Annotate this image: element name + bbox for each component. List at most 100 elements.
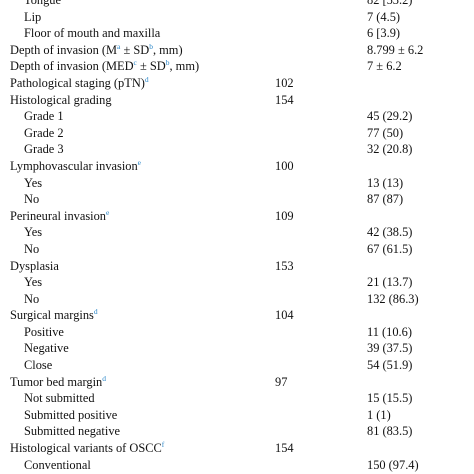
table-row: Close 54 (51.9): [0, 357, 474, 374]
row-label: Depth of invasion (MEDc ± SDb, mm): [10, 58, 199, 75]
label-text: Depth of invasion (MED: [10, 59, 134, 74]
label-text: , mm): [152, 42, 183, 57]
row-label: Yes: [24, 224, 42, 241]
footnote-marker: e: [106, 207, 110, 217]
table-row: Grade 3 32 (20.8): [0, 141, 474, 158]
row-value: 132 (86.3): [367, 291, 419, 306]
row-label: Depth of invasion (Ma ± SDb, mm): [10, 42, 183, 59]
table-row: Dysplasia 153: [0, 258, 474, 275]
label-text: Negative: [24, 341, 69, 356]
label-text: Tumor bed margin: [10, 374, 103, 389]
row-value: 150 (97.4): [367, 457, 419, 472]
label-text: Submitted negative: [24, 424, 121, 439]
row-n: 153: [275, 258, 294, 273]
row-label: Conventional: [24, 457, 91, 474]
label-text: Positive: [24, 324, 64, 339]
table-row: No 87 (87): [0, 191, 474, 208]
row-n: 109: [275, 208, 294, 223]
label-text: No: [24, 241, 40, 256]
row-value: 67 (61.5): [367, 241, 413, 256]
row-label: Tumor bed margind: [10, 374, 106, 391]
row-value: 81 (83.5): [367, 424, 413, 439]
footnote-marker: b: [149, 41, 153, 51]
label-text: Depth of invasion (M: [10, 42, 118, 57]
row-label: Grade 1: [24, 108, 64, 125]
label-text: Submitted positive: [24, 407, 118, 422]
table-row: Tumor bed margind 97: [0, 374, 474, 391]
table-row: Not submitted 15 (15.5): [0, 390, 474, 407]
footnote-marker: d: [144, 74, 149, 84]
table-row: Negative 39 (37.5): [0, 340, 474, 357]
footnote-marker: a: [117, 41, 121, 51]
row-value: 6 [3.9): [367, 26, 401, 41]
row-label: Tongue: [24, 0, 61, 9]
table-row: Yes 13 (13): [0, 175, 474, 192]
label-text: Surgical margins: [10, 308, 94, 323]
table-row: Pathological staging (pTN)d 102: [0, 75, 474, 92]
label-text: Lymphovascular invasion: [10, 158, 138, 173]
row-value: 21 (13.7): [367, 275, 413, 290]
row-value: 45 (29.2): [367, 109, 413, 124]
row-value: 13 (13): [367, 175, 404, 190]
footnote-marker: c: [133, 58, 137, 68]
table-row: Floor of mouth and maxilla 6 [3.9): [0, 25, 474, 42]
table-row: Submitted negative 81 (83.5): [0, 423, 474, 440]
label-text: Conventional: [24, 457, 91, 472]
row-label: Dysplasia: [10, 258, 59, 275]
table-row: Surgical marginsd 104: [0, 307, 474, 324]
table-row: Grade 1 45 (29.2): [0, 108, 474, 125]
label-text: Yes: [24, 275, 43, 290]
row-value: 7 ± 6.2: [367, 59, 402, 74]
row-label: Surgical marginsd: [10, 307, 98, 324]
row-label: Floor of mouth and maxilla: [24, 25, 160, 42]
row-value: 1 (1): [367, 407, 391, 422]
row-value: 42 (38.5): [367, 225, 413, 240]
row-label: Grade 3: [24, 141, 64, 158]
footnote-marker: d: [93, 307, 98, 317]
footnote-marker: e: [137, 157, 142, 167]
footnote-marker: f: [161, 439, 165, 449]
row-n: 102: [275, 75, 294, 90]
label-text: Grade 1: [24, 109, 64, 124]
row-value: 54 (51.9): [367, 358, 413, 373]
row-value: 11 (10.6): [367, 324, 412, 339]
label-text: Lip: [24, 9, 42, 24]
label-text: , mm): [169, 59, 200, 74]
row-label: No: [24, 191, 39, 208]
label-text: Floor of mouth and maxilla: [24, 26, 161, 41]
row-n: 97: [275, 374, 288, 389]
row-label: Positive: [24, 324, 64, 341]
table-row: Lymphovascular invasione 100: [0, 158, 474, 175]
table-row: Conventional 150 (97.4): [0, 457, 474, 474]
row-value: 87 (87): [367, 192, 404, 207]
row-label: Histological grading: [10, 92, 112, 109]
row-value: 82 [53.2): [367, 0, 413, 7]
row-label: Submitted negative: [24, 423, 120, 440]
label-text: Yes: [24, 225, 43, 240]
table-row: Histological variants of OSCCf 154: [0, 440, 474, 457]
table-row: Lip 7 (4.5): [0, 9, 474, 26]
label-text: Histological variants of OSCC: [10, 441, 162, 456]
row-label: Histological variants of OSCCf: [10, 440, 164, 457]
table-row: Perineural invasione 109: [0, 208, 474, 225]
label-text: Perineural invasion: [10, 208, 107, 223]
footnote-marker: b: [165, 58, 170, 68]
row-label: Yes: [24, 274, 42, 291]
table-row: Submitted positive 1 (1): [0, 407, 474, 424]
row-value: 7 (4.5): [367, 9, 401, 24]
row-label: Perineural invasione: [10, 208, 109, 225]
label-text: Pathological staging (pTN): [10, 75, 145, 90]
row-n: 100: [275, 158, 294, 173]
row-label: Yes: [24, 175, 42, 192]
row-label: Grade 2: [24, 125, 64, 142]
row-label: Close: [24, 357, 52, 374]
label-text: Histological grading: [10, 92, 112, 107]
label-text: Yes: [24, 175, 43, 190]
label-text: ± SD: [136, 59, 166, 74]
row-label: Not submitted: [24, 390, 95, 407]
label-text: No: [24, 192, 40, 207]
row-value: 39 (37.5): [367, 341, 413, 356]
row-label: Submitted positive: [24, 407, 117, 424]
row-value: 32 (20.8): [367, 142, 413, 157]
